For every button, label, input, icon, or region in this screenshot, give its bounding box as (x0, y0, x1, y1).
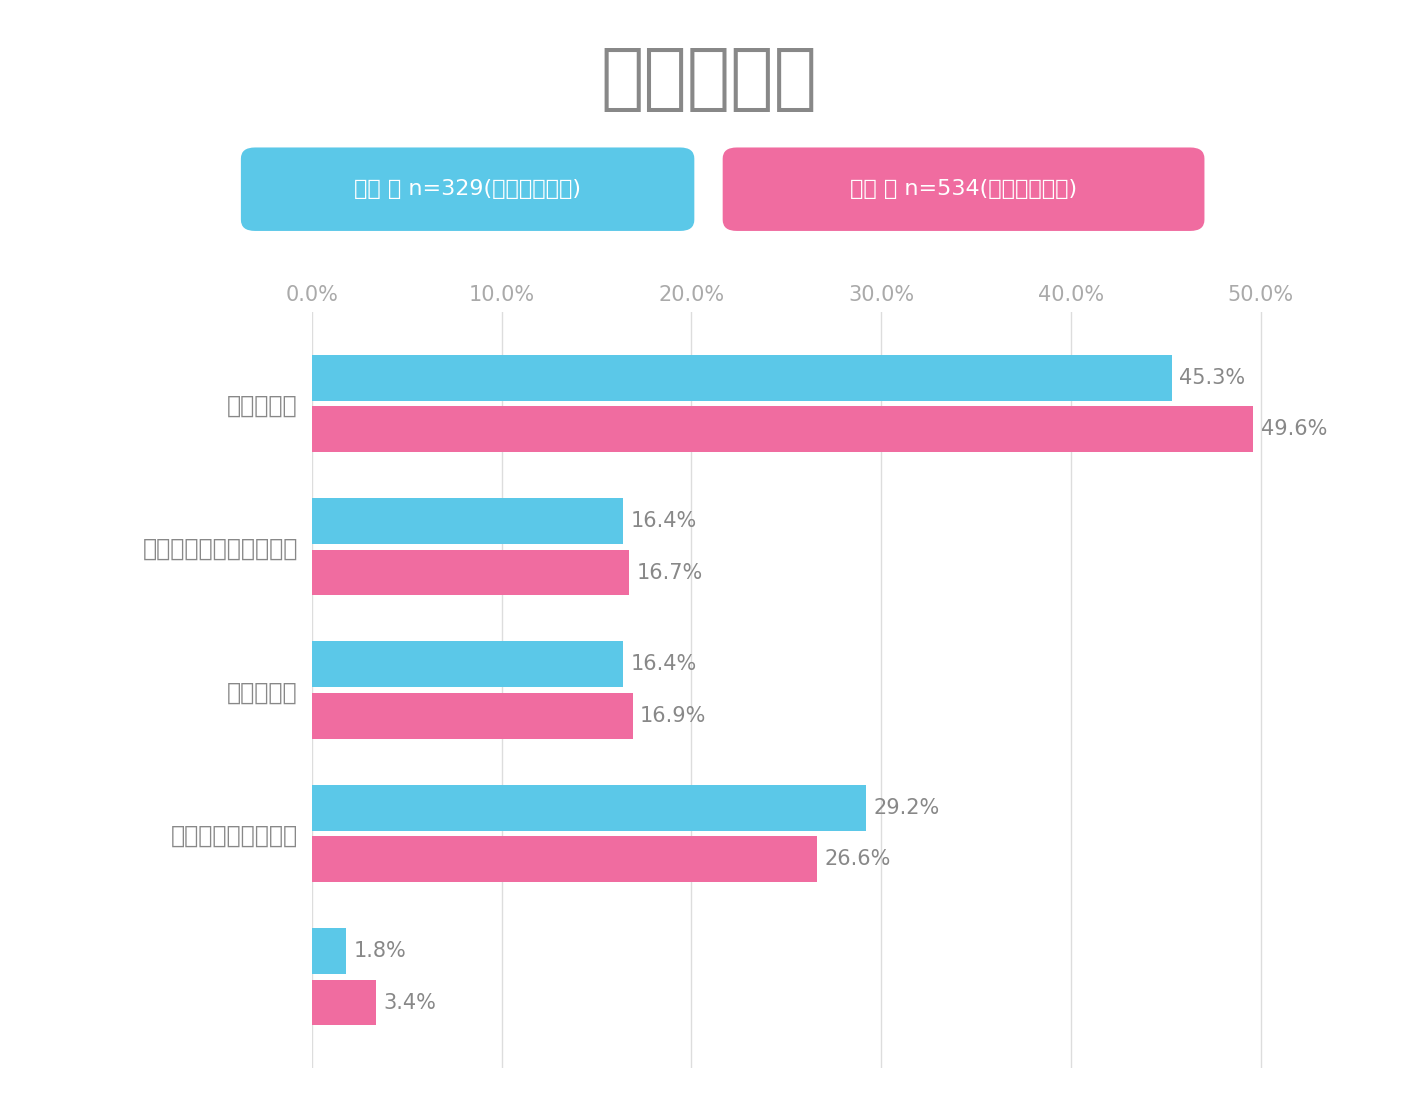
Text: 1.8%: 1.8% (353, 940, 407, 961)
Text: 26.6%: 26.6% (825, 849, 891, 869)
Text: 29.2%: 29.2% (874, 798, 939, 818)
Bar (312, 693, 632, 739)
Bar (312, 979, 377, 1025)
Text: 女子 ／ n=534(未回答者除く): 女子 ／ n=534(未回答者除く) (850, 179, 1077, 199)
Text: 45.3%: 45.3% (1179, 367, 1246, 387)
Bar (312, 836, 816, 883)
Bar (312, 406, 1253, 452)
Bar (312, 641, 623, 687)
Text: 貯金の目的: 貯金の目的 (599, 45, 818, 114)
Text: 16.4%: 16.4% (631, 654, 697, 674)
Bar (312, 498, 623, 544)
Text: 16.4%: 16.4% (631, 511, 697, 531)
Bar (312, 550, 629, 595)
Bar (312, 355, 1172, 401)
Text: 16.9%: 16.9% (640, 706, 707, 726)
Text: 16.7%: 16.7% (636, 562, 703, 582)
Text: 49.6%: 49.6% (1261, 420, 1328, 440)
Bar (312, 928, 346, 974)
Bar (312, 785, 866, 830)
Text: 3.4%: 3.4% (384, 993, 436, 1013)
Text: 男子 ／ n=329(未回答者除く): 男子 ／ n=329(未回答者除く) (354, 179, 581, 199)
